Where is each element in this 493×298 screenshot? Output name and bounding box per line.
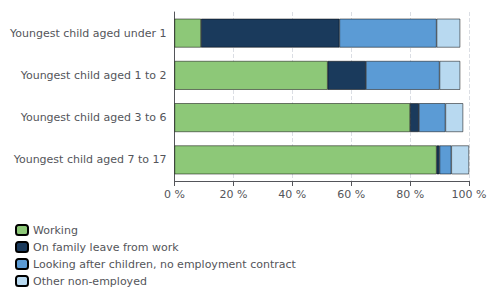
svg-text:0 %: 0 %: [164, 188, 185, 201]
svg-text:40 %: 40 %: [278, 188, 306, 201]
svg-text:Youngest child aged under 1: Youngest child aged under 1: [9, 27, 167, 40]
svg-text:On family leave from work: On family leave from work: [33, 241, 179, 254]
svg-text:Youngest child aged 7 to 17: Youngest child aged 7 to 17: [13, 153, 167, 166]
svg-text:60 %: 60 %: [337, 188, 365, 201]
svg-text:Youngest child aged 3 to 6: Youngest child aged 3 to 6: [20, 111, 167, 124]
svg-text:Other non-employed: Other non-employed: [33, 275, 147, 288]
svg-text:Looking after children, no emp: Looking after children, no employment co…: [33, 258, 297, 271]
svg-text:20 %: 20 %: [219, 188, 247, 201]
svg-text:100 %: 100 %: [452, 188, 487, 201]
svg-text:Working: Working: [33, 224, 78, 237]
svg-text:Youngest child aged 1 to 2: Youngest child aged 1 to 2: [20, 69, 167, 82]
svg-text:80 %: 80 %: [396, 188, 424, 201]
